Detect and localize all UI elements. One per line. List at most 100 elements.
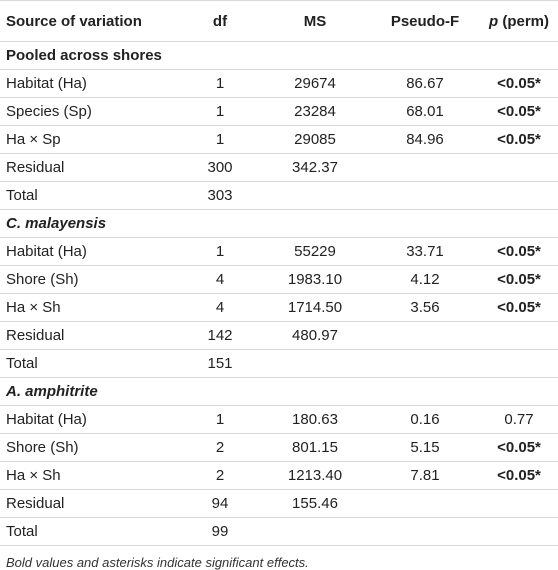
cell-pseudo-f [370, 321, 480, 350]
cell-ms: 1714.50 [260, 293, 370, 322]
cell-source: Habitat (Ha) [0, 69, 180, 98]
cell-p-perm: <0.05* [480, 293, 558, 322]
cell-df: 1 [180, 125, 260, 154]
cell-pseudo-f: 84.96 [370, 125, 480, 154]
table-row: Habitat (Ha) 1 29674 86.67 <0.05* [0, 69, 558, 98]
cell-p-perm: 0.77 [480, 405, 558, 434]
section-title: C. malayensis [0, 209, 558, 238]
table-row: Total 151 [0, 349, 558, 378]
cell-p-perm [480, 517, 558, 546]
cell-ms: 29085 [260, 125, 370, 154]
cell-df: 1 [180, 405, 260, 434]
cell-p-perm: <0.05* [480, 265, 558, 294]
cell-source: Ha × Sh [0, 293, 180, 322]
cell-df: 2 [180, 433, 260, 462]
cell-df: 151 [180, 349, 260, 378]
cell-pseudo-f: 33.71 [370, 237, 480, 266]
cell-pseudo-f [370, 181, 480, 210]
cell-ms: 1983.10 [260, 265, 370, 294]
table-row: Residual 300 342.37 [0, 153, 558, 182]
cell-pseudo-f [370, 153, 480, 182]
cell-pseudo-f: 3.56 [370, 293, 480, 322]
header-df: df [180, 0, 260, 42]
cell-ms: 342.37 [260, 153, 370, 182]
header-p-perm: p (perm) [480, 0, 558, 42]
cell-pseudo-f: 5.15 [370, 433, 480, 462]
cell-df: 1 [180, 237, 260, 266]
header-pseudo-f: Pseudo-F [370, 0, 480, 42]
cell-source: Ha × Sp [0, 125, 180, 154]
cell-p-perm [480, 321, 558, 350]
cell-source: Residual [0, 153, 180, 182]
table-row: Species (Sp) 1 23284 68.01 <0.05* [0, 97, 558, 126]
cell-p-perm: <0.05* [480, 69, 558, 98]
cell-p-perm [480, 349, 558, 378]
cell-df: 1 [180, 69, 260, 98]
cell-source: Habitat (Ha) [0, 405, 180, 434]
cell-ms: 180.63 [260, 405, 370, 434]
cell-df: 2 [180, 461, 260, 490]
table-row: Ha × Sp 1 29085 84.96 <0.05* [0, 125, 558, 154]
cell-pseudo-f: 86.67 [370, 69, 480, 98]
cell-source: Total [0, 181, 180, 210]
cell-p-perm: <0.05* [480, 461, 558, 490]
section-title: Pooled across shores [0, 41, 558, 70]
table-row: Habitat (Ha) 1 180.63 0.16 0.77 [0, 405, 558, 434]
table-row: Ha × Sh 4 1714.50 3.56 <0.05* [0, 293, 558, 322]
cell-pseudo-f: 0.16 [370, 405, 480, 434]
table-row: Shore (Sh) 2 801.15 5.15 <0.05* [0, 433, 558, 462]
cell-ms: 1213.40 [260, 461, 370, 490]
cell-source: Ha × Sh [0, 461, 180, 490]
table-row: Residual 94 155.46 [0, 489, 558, 518]
cell-df: 4 [180, 265, 260, 294]
section-row: Pooled across shores [0, 41, 558, 70]
cell-pseudo-f: 68.01 [370, 97, 480, 126]
cell-source: Total [0, 349, 180, 378]
cell-p-perm: <0.05* [480, 97, 558, 126]
cell-pseudo-f [370, 349, 480, 378]
cell-ms [260, 181, 370, 210]
cell-df: 99 [180, 517, 260, 546]
cell-p-perm: <0.05* [480, 433, 558, 462]
cell-df: 142 [180, 321, 260, 350]
cell-ms: 480.97 [260, 321, 370, 350]
table-row: Ha × Sh 2 1213.40 7.81 <0.05* [0, 461, 558, 490]
table-body: Pooled across shores Habitat (Ha) 1 29674 86… [0, 41, 558, 546]
cell-ms: 801.15 [260, 433, 370, 462]
header-p-perm-text: (perm) [502, 12, 549, 30]
cell-df: 4 [180, 293, 260, 322]
table-row: Total 99 [0, 517, 558, 546]
table-header: Source of variation df MS Pseudo-F p (pe… [0, 0, 558, 42]
cell-df: 303 [180, 181, 260, 210]
table-row: Total 303 [0, 181, 558, 210]
cell-source: Shore (Sh) [0, 433, 180, 462]
cell-df: 94 [180, 489, 260, 518]
cell-pseudo-f: 7.81 [370, 461, 480, 490]
section-title: A. amphitrite [0, 377, 558, 406]
cell-ms [260, 349, 370, 378]
cell-ms: 23284 [260, 97, 370, 126]
cell-df: 300 [180, 153, 260, 182]
cell-ms [260, 517, 370, 546]
cell-pseudo-f: 4.12 [370, 265, 480, 294]
table-row: Habitat (Ha) 1 55229 33.71 <0.05* [0, 237, 558, 266]
cell-source: Residual [0, 489, 180, 518]
cell-p-perm [480, 489, 558, 518]
cell-p-perm [480, 153, 558, 182]
section-row: C. malayensis [0, 209, 558, 238]
cell-p-perm [480, 181, 558, 210]
cell-pseudo-f [370, 517, 480, 546]
header-ms: MS [260, 0, 370, 42]
cell-ms: 155.46 [260, 489, 370, 518]
cell-pseudo-f [370, 489, 480, 518]
cell-source: Species (Sp) [0, 97, 180, 126]
section-row: A. amphitrite [0, 377, 558, 406]
cell-df: 1 [180, 97, 260, 126]
cell-ms: 29674 [260, 69, 370, 98]
cell-source: Habitat (Ha) [0, 237, 180, 266]
results-table: Source of variation df MS Pseudo-F p (pe… [0, 0, 558, 546]
cell-ms: 55229 [260, 237, 370, 266]
cell-source: Total [0, 517, 180, 546]
cell-p-perm: <0.05* [480, 125, 558, 154]
